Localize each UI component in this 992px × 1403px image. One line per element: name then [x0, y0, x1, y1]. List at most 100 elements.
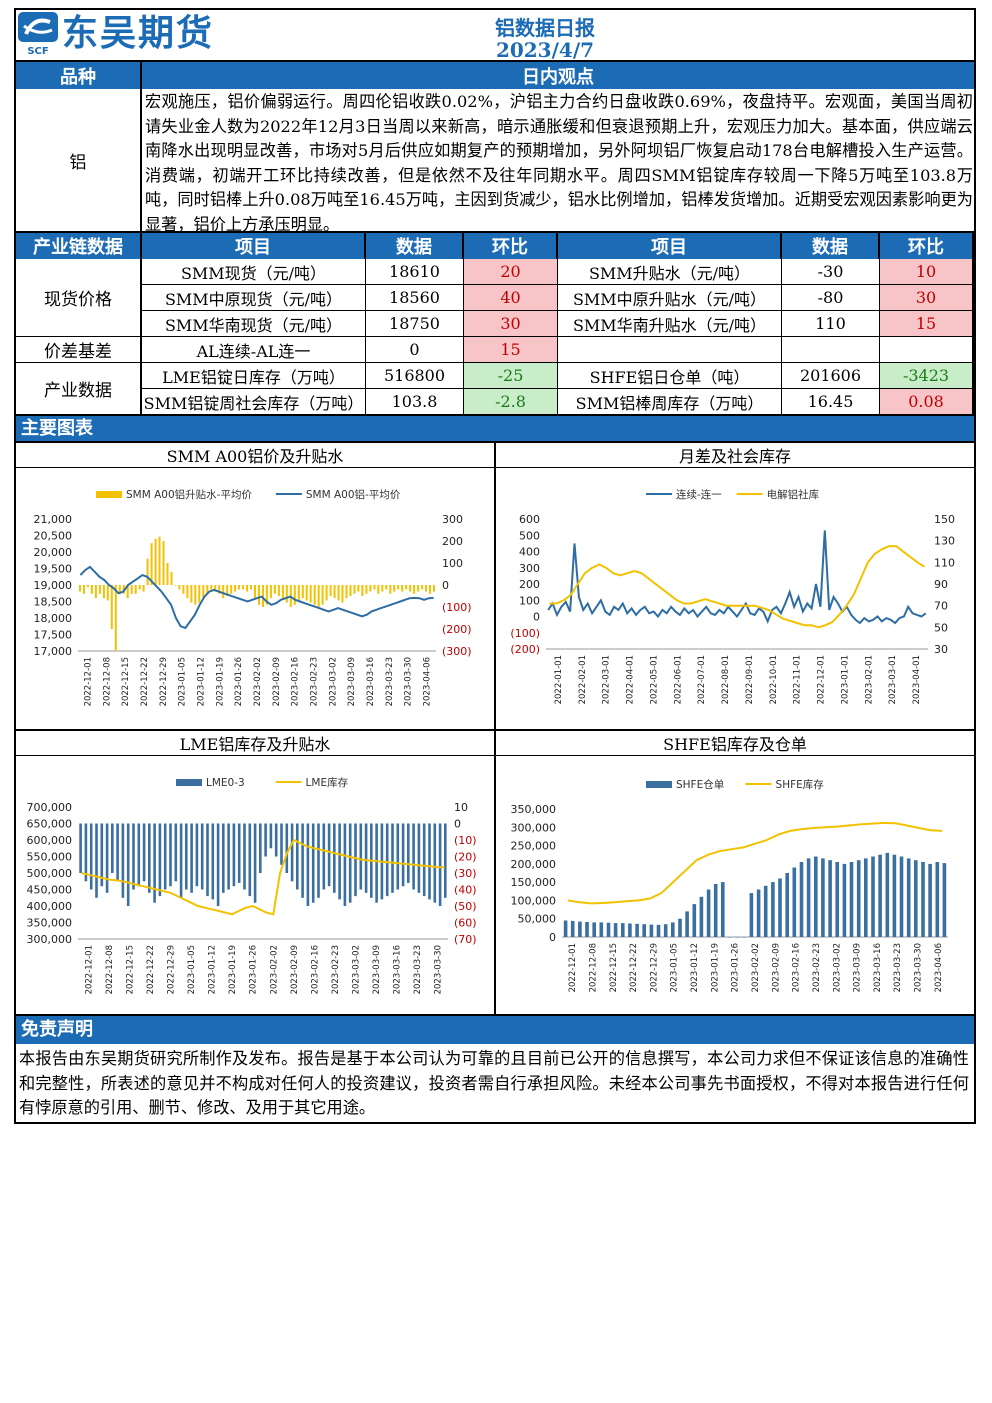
bar-mark — [211, 823, 215, 900]
bar-mark — [942, 863, 947, 937]
bar-mark — [749, 893, 754, 937]
bar-mark — [317, 823, 320, 898]
y-right-tick-label: 100 — [442, 557, 463, 570]
bar-mark — [158, 823, 162, 897]
bar-mark — [375, 823, 378, 903]
x-tick-label: 2023-01-05 — [187, 945, 197, 994]
bar-mark — [280, 823, 283, 865]
bar-mark — [206, 823, 209, 897]
y-right-tick-label: 300 — [442, 513, 463, 526]
bar-mark — [226, 585, 229, 596]
bar-mark — [301, 585, 304, 599]
y-left-tick-label: 200,000 — [511, 858, 557, 871]
brand-logo: SCF — [18, 12, 58, 57]
x-tick-label: 2023-02-23 — [812, 943, 822, 992]
x-tick-label: 2023-01-05 — [178, 657, 188, 706]
y-left-tick-label: (100) — [510, 627, 540, 640]
chain-cell-val1: 0 — [366, 337, 464, 363]
chain-cell-chg1: -2.8 — [464, 389, 558, 415]
chain-cell-val2: -30 — [782, 259, 880, 285]
chain-cell-item2: SMM华南升贴水（元/吨） — [558, 311, 782, 337]
bar-mark — [785, 873, 789, 937]
bar-mark — [237, 823, 241, 883]
y-left-tick-label: 17,500 — [34, 629, 73, 642]
bar-mark — [325, 585, 328, 601]
chart1-title: SMM A00铝价及升贴水 — [16, 443, 494, 468]
chain-cell-item2 — [558, 337, 782, 363]
header-divider — [14, 60, 976, 62]
y-left-tick-label: 700,000 — [27, 801, 73, 814]
chain-cell-chg1: 30 — [464, 311, 558, 337]
y-left-tick-label: 18,000 — [34, 612, 73, 625]
y-left-tick-label: 650,000 — [27, 818, 73, 831]
bar-mark — [178, 585, 181, 590]
disclaimer-top-line — [14, 1014, 976, 1016]
bar-mark — [835, 862, 839, 937]
x-tick-label: 2022-12-29 — [167, 945, 177, 994]
bar-mark — [333, 823, 336, 893]
x-tick-label: 2023-03-16 — [366, 657, 376, 706]
legend-entry: SHFE仓单 — [676, 778, 724, 791]
bar-mark — [899, 856, 904, 937]
x-tick-label: 2022-12-15 — [125, 945, 135, 994]
legend-entry: SMM A00铝-平均价 — [306, 488, 401, 501]
bar-mark — [401, 823, 405, 887]
bar-mark — [218, 585, 221, 594]
bar-mark — [116, 823, 119, 882]
bar-mark — [885, 852, 890, 937]
x-tick-label: 2023-01-26 — [731, 943, 741, 992]
bar-mark — [756, 889, 761, 937]
x-tick-label: 2022-04-01 — [626, 655, 636, 704]
x-tick-label: 2023-04-06 — [423, 657, 433, 706]
bar-mark — [277, 585, 280, 596]
bar-mark — [253, 823, 257, 903]
x-tick-label: 2023-03-09 — [853, 943, 863, 992]
bar-mark — [322, 823, 326, 890]
chain-cell-val2: -80 — [782, 285, 880, 311]
bar-mark — [166, 563, 169, 585]
bar-mark — [621, 923, 625, 937]
bar-mark — [921, 862, 925, 937]
bar-mark — [389, 585, 392, 594]
chain-cell-item1: SMM中原现货（元/吨） — [142, 285, 366, 311]
charts-section-title: 主要图表 — [16, 416, 974, 441]
bar-mark — [118, 585, 121, 594]
y-left-tick-label: 50,000 — [518, 913, 557, 926]
legend-swatch-bar — [96, 491, 122, 498]
bar-mark — [763, 885, 768, 937]
series-line-1 — [567, 821, 943, 905]
y-right-tick-label: (100) — [442, 601, 472, 614]
bar-mark — [628, 923, 632, 937]
bar-mark — [305, 585, 308, 601]
bar-mark — [89, 823, 93, 890]
bar-mark — [842, 863, 847, 937]
disclaimer-text: 本报告由东吴期货研究所制作及发布。报告是基于本公司认为可靠的且目前已公开的信息撰… — [19, 1049, 969, 1117]
bar-mark — [114, 585, 117, 651]
bar-mark — [126, 823, 130, 906]
x-tick-label: 2023-03-02 — [352, 945, 362, 994]
chain-cell-chg2: 30 — [880, 285, 974, 311]
bar-mark — [778, 878, 782, 937]
y-right-tick-label: (40) — [454, 884, 477, 897]
series-line-1 — [79, 565, 434, 630]
y-right-tick-label: 50 — [934, 621, 948, 634]
chain-cell-val1: 103.8 — [366, 389, 464, 415]
x-tick-label: 2023-03-23 — [893, 943, 903, 992]
bar-mark — [642, 924, 646, 937]
x-tick-label: 2023-03-02 — [832, 943, 842, 992]
y-right-tick-label: 110 — [934, 556, 955, 569]
bar-mark — [585, 922, 589, 937]
bar-mark — [83, 585, 85, 594]
chain-cell-chg2: 15 — [880, 311, 974, 337]
variety-label: 铝 — [16, 89, 142, 232]
y-left-tick-label: 150,000 — [511, 876, 557, 889]
x-tick-label: 2023-01-19 — [710, 943, 720, 992]
series-line-1 — [549, 545, 926, 629]
chain-cell-chg1: -25 — [464, 363, 558, 389]
chain-cell-val2 — [782, 337, 880, 363]
chain-cell-val2: 16.45 — [782, 389, 880, 415]
bar-mark — [338, 823, 341, 900]
bar-mark — [293, 585, 296, 605]
y-left-tick-label: 300,000 — [27, 933, 73, 946]
report-frame — [14, 8, 976, 1124]
